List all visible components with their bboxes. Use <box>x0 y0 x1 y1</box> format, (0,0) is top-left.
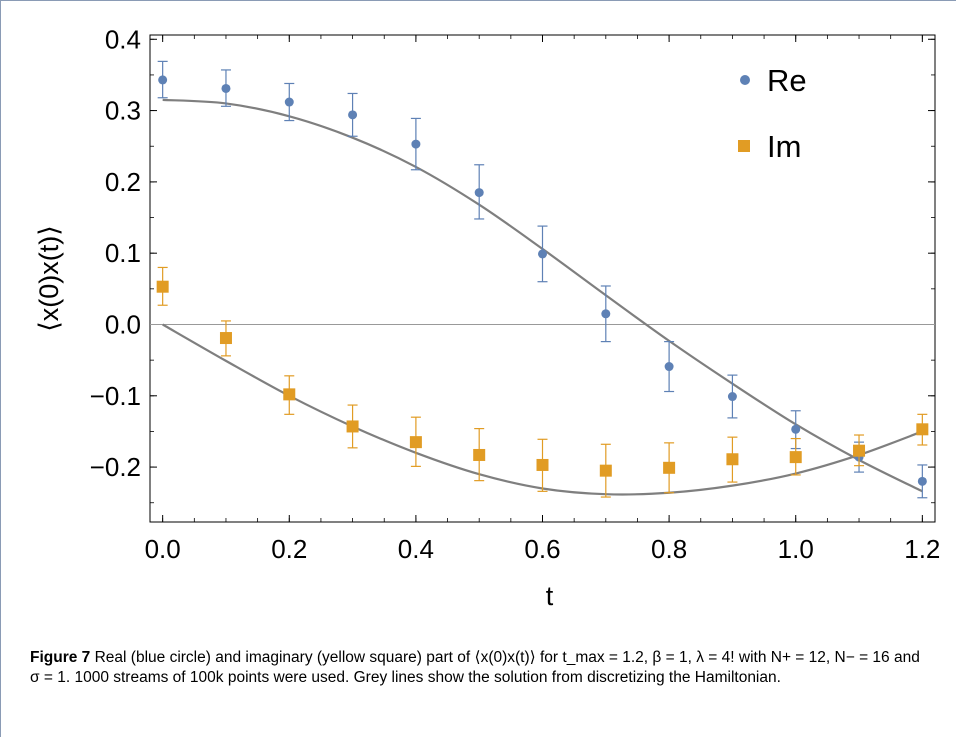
re-point <box>727 392 737 402</box>
re-point <box>411 139 421 149</box>
x-tick-label: 1.0 <box>778 534 814 564</box>
legend-label-im: Im <box>767 129 801 164</box>
legend-marker-re <box>740 75 750 85</box>
re-point <box>221 83 231 93</box>
caption-label: Figure 7 <box>30 649 91 666</box>
im-point <box>789 451 802 464</box>
im-point <box>536 458 549 471</box>
legend-marker-im <box>738 140 750 152</box>
im-point <box>473 448 486 461</box>
y-tick-label: 0.1 <box>105 238 141 268</box>
x-tick-label: 0.4 <box>398 534 434 564</box>
figure-caption: Figure 7 Real (blue circle) and imaginar… <box>30 648 930 688</box>
im-point <box>156 280 169 293</box>
y-axis-label: ⟨x(0)x(t)⟩ <box>34 225 64 332</box>
y-tick-label: 0.2 <box>105 167 141 197</box>
re-point <box>664 362 674 372</box>
im-point <box>409 436 422 449</box>
x-tick-label: 0.6 <box>524 534 560 564</box>
x-axis-label: t <box>546 581 554 611</box>
im-point <box>853 444 866 457</box>
re-point <box>284 97 294 107</box>
x-tick-label: 0.0 <box>145 534 181 564</box>
y-tick-label: −0.2 <box>90 452 141 482</box>
im-point <box>283 388 296 401</box>
im-point <box>599 464 612 477</box>
im-point <box>663 461 676 474</box>
y-tick-label: −0.1 <box>90 381 141 411</box>
im-point <box>916 423 929 436</box>
reference-curve-0 <box>162 98 923 493</box>
caption-text: Real (blue circle) and imaginary (yellow… <box>30 649 920 686</box>
re-point <box>538 249 547 259</box>
x-tick-label: 0.8 <box>651 534 687 564</box>
y-tick-label: 0.3 <box>105 96 141 126</box>
y-tick-label: 0.4 <box>105 24 141 54</box>
x-tick-label: 1.2 <box>904 534 940 564</box>
re-point <box>601 309 611 319</box>
re-point <box>791 424 801 434</box>
re-point <box>348 110 358 120</box>
re-point <box>917 476 927 486</box>
im-point <box>346 420 359 433</box>
y-tick-label: 0.0 <box>105 309 141 339</box>
re-point <box>474 188 484 198</box>
re-point <box>158 75 168 85</box>
im-point <box>219 332 232 345</box>
chart: 0.0 0.2 0.4 0.6 0.8 1.0 1.2 −0.2 −0.1 0.0 0.1 0.2 0.… <box>34 24 940 611</box>
im-point <box>726 453 739 466</box>
legend-label-re: Re <box>767 63 807 98</box>
x-tick-label: 0.2 <box>271 534 307 564</box>
